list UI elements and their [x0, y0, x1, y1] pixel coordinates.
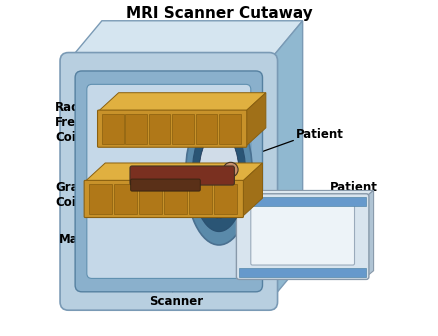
Circle shape — [223, 162, 238, 177]
Polygon shape — [99, 93, 266, 111]
Bar — [102, 114, 124, 143]
Bar — [88, 184, 112, 214]
Text: Patient: Patient — [296, 128, 344, 141]
Polygon shape — [269, 21, 303, 302]
Text: Patient
Table: Patient Table — [329, 181, 377, 209]
Bar — [149, 114, 170, 143]
FancyBboxPatch shape — [84, 180, 244, 217]
FancyBboxPatch shape — [131, 179, 200, 191]
Bar — [172, 114, 194, 143]
Bar — [189, 184, 212, 214]
FancyBboxPatch shape — [130, 166, 234, 185]
Bar — [214, 184, 237, 214]
FancyBboxPatch shape — [87, 84, 251, 279]
Polygon shape — [239, 191, 374, 197]
FancyBboxPatch shape — [75, 71, 262, 292]
Polygon shape — [242, 163, 262, 216]
Polygon shape — [246, 93, 266, 146]
Polygon shape — [85, 163, 262, 181]
FancyBboxPatch shape — [251, 205, 354, 265]
Polygon shape — [366, 191, 374, 277]
Text: MRI Scanner Cutaway: MRI Scanner Cutaway — [126, 6, 312, 21]
Bar — [139, 184, 162, 214]
Ellipse shape — [199, 131, 239, 218]
Text: Scanner: Scanner — [149, 295, 203, 308]
Text: Magnet: Magnet — [58, 234, 109, 246]
Text: Gradient
Coils: Gradient Coils — [55, 181, 113, 209]
Bar — [219, 114, 241, 143]
Text: Radio
Frequency
Coil: Radio Frequency Coil — [55, 101, 124, 144]
FancyBboxPatch shape — [237, 194, 369, 280]
Bar — [239, 268, 366, 277]
Bar — [164, 184, 187, 214]
FancyBboxPatch shape — [98, 110, 247, 147]
Bar — [113, 184, 137, 214]
Ellipse shape — [192, 118, 246, 232]
Ellipse shape — [186, 104, 252, 245]
Bar — [239, 198, 366, 206]
Bar — [196, 114, 217, 143]
Polygon shape — [68, 21, 303, 61]
FancyBboxPatch shape — [60, 52, 278, 310]
Bar — [125, 114, 147, 143]
